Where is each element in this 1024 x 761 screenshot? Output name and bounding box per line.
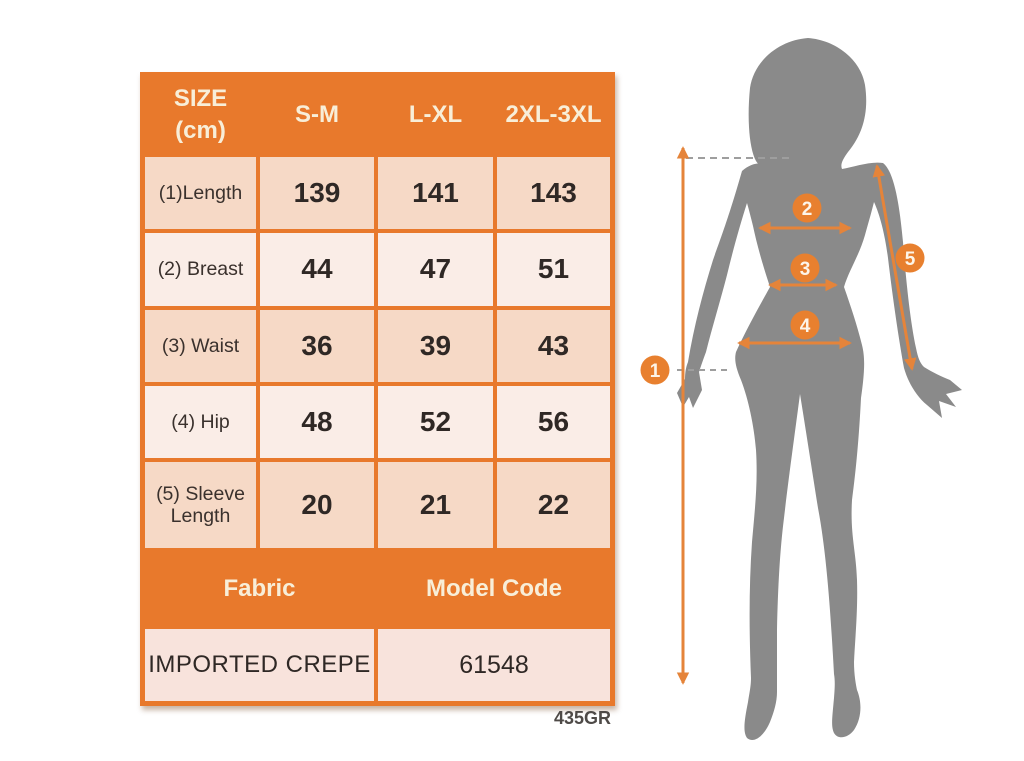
- size-header-line1: SIZE: [173, 84, 228, 112]
- body-silhouette-diagram: 1 2 3 4 5: [640, 38, 962, 741]
- breast-2xl3xl: 51: [497, 233, 610, 306]
- sleeve-sm: 20: [260, 462, 374, 548]
- row-label-length: (1)Length: [145, 157, 256, 229]
- model-code-header: Model Code: [378, 552, 610, 625]
- length-sm: 139: [260, 157, 374, 229]
- hip-lxl: 52: [378, 386, 493, 458]
- row-label-sleeve-length: (5) Sleeve Length: [145, 462, 256, 548]
- waist-2xl3xl: 43: [497, 310, 610, 382]
- fabric-value: IMPORTED CREPE: [145, 629, 374, 701]
- sleeve-measure-arrow: [872, 164, 917, 371]
- measurement-figure: 1 2 3 4 5: [620, 30, 1024, 750]
- badge-5: 5: [895, 243, 925, 273]
- column-header-lxl: L-XL: [378, 77, 493, 153]
- row-label-waist: (3) Waist: [145, 310, 256, 382]
- badge-3-number: 3: [800, 259, 811, 280]
- sleeve-2xl3xl: 22: [497, 462, 610, 548]
- size-chart-table: SIZE (cm) S-M L-XL 2XL-3XL (1)Length 139…: [140, 72, 615, 706]
- hip-sm: 48: [260, 386, 374, 458]
- badge-2-number: 2: [802, 199, 813, 220]
- breast-lxl: 47: [378, 233, 493, 306]
- row-label-breast: (2) Breast: [145, 233, 256, 306]
- weight-note: 435GR: [553, 708, 611, 728]
- length-lxl: 141: [378, 157, 493, 229]
- badge-1: 1: [640, 355, 670, 385]
- badge-4-number: 4: [800, 316, 811, 337]
- size-header-line2: (cm): [175, 117, 226, 144]
- size-unit-header: SIZE (cm): [145, 77, 256, 153]
- column-header-2xl3xl: 2XL-3XL: [497, 77, 610, 153]
- sleeve-lxl: 21: [378, 462, 493, 548]
- row-label-hip: (4) Hip: [145, 386, 256, 458]
- hip-2xl3xl: 56: [497, 386, 610, 458]
- waist-lxl: 39: [378, 310, 493, 382]
- badge-1-number: 1: [650, 361, 661, 382]
- woman-silhouette-icon: [677, 38, 962, 741]
- fabric-header: Fabric: [145, 552, 374, 625]
- column-header-sm: S-M: [260, 77, 374, 153]
- badge-4: 4: [790, 310, 820, 340]
- model-code-value: 61548: [378, 629, 610, 701]
- length-2xl3xl: 143: [497, 157, 610, 229]
- badge-5-number: 5: [905, 249, 916, 270]
- badge-2: 2: [792, 193, 822, 223]
- breast-sm: 44: [260, 233, 374, 306]
- badge-3: 3: [790, 253, 820, 283]
- waist-sm: 36: [260, 310, 374, 382]
